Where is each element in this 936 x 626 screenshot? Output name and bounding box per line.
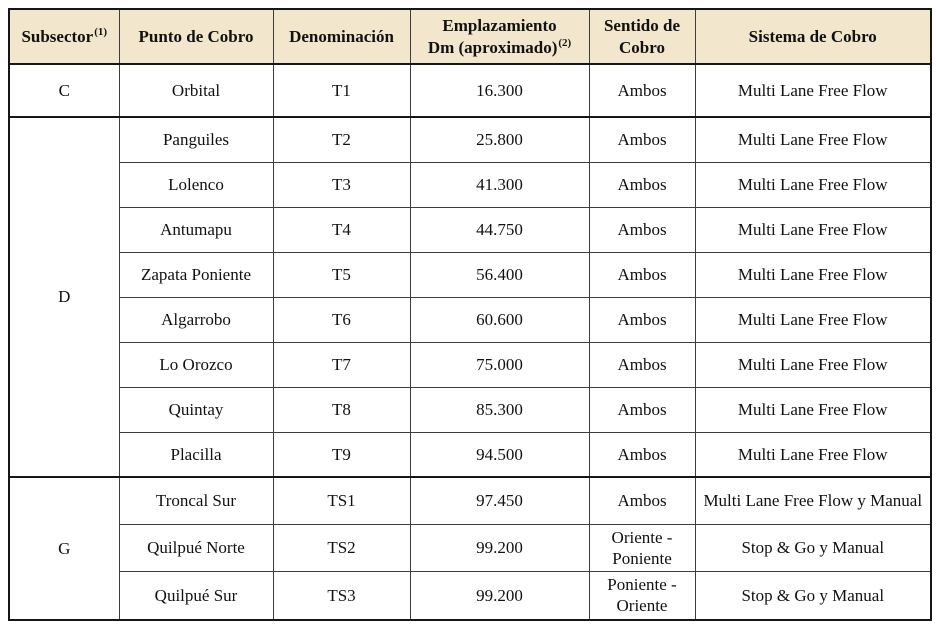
cell-subsector: C <box>8 63 120 118</box>
cell-punto-de-cobro: Orbital <box>118 63 274 118</box>
header-punto-de-cobro: Punto de Cobro <box>118 8 274 65</box>
cell-subsector: D <box>8 116 120 478</box>
cell-emplazamiento-dm: 97.450 <box>409 476 590 525</box>
table-row: Zapata Poniente T5 56.400 Ambos Multi Lane F… <box>9 251 932 298</box>
cell-denominacion: T1 <box>272 63 411 118</box>
cell-emplazamiento-dm: 25.800 <box>409 116 590 163</box>
cell-punto-de-cobro: Zapata Poniente <box>118 251 274 298</box>
cell-emplazamiento-dm: 99.200 <box>409 523 590 572</box>
cell-sentido-de-cobro: Ambos <box>588 341 696 388</box>
footnote-ref-2: (2) <box>558 36 572 49</box>
cell-punto-de-cobro: Antumapu <box>118 206 274 253</box>
cell-sentido-de-cobro: Ambos <box>588 63 696 118</box>
table-body: C Orbital T1 16.300 Ambos Multi Lane Free Flo… <box>8 63 932 620</box>
cell-sistema-de-cobro: Multi Lane Free Flow y Manual <box>694 476 932 525</box>
table-row: Antumapu T4 44.750 Ambos Multi Lane Free Flo… <box>9 206 932 253</box>
cell-denominacion: TS3 <box>272 571 411 620</box>
cell-sistema-de-cobro: Multi Lane Free Flow <box>694 116 932 163</box>
cell-punto-de-cobro: Quintay <box>118 386 274 433</box>
cell-denominacion: T4 <box>272 206 411 253</box>
cell-emplazamiento-dm: 75.000 <box>409 341 590 388</box>
cell-punto-de-cobro: Lolenco <box>118 161 274 208</box>
cell-denominacion: TS1 <box>272 476 411 525</box>
cell-denominacion: T2 <box>272 116 411 163</box>
table-row: Lo Orozco T7 75.000 Ambos Multi Lane Free Fl… <box>9 341 932 388</box>
table-row: C Orbital T1 16.300 Ambos Multi Lane Free Flo… <box>8 63 932 118</box>
cell-emplazamiento-dm: 94.500 <box>409 431 590 478</box>
table-header-row: Subsector(1) Punto de Cobro Denominación… <box>8 8 932 65</box>
cell-denominacion: T7 <box>272 341 411 388</box>
cell-sentido-de-cobro: Ambos <box>588 206 696 253</box>
header-emplazamiento: Emplazamiento Dm (aproximado)(2) <box>409 8 590 65</box>
cell-sentido-de-cobro: Oriente - Poniente <box>588 523 696 572</box>
cell-punto-de-cobro: Panguiles <box>118 116 274 163</box>
cell-sistema-de-cobro: Multi Lane Free Flow <box>694 341 932 388</box>
header-sentido-de-cobro: Sentido de Cobro <box>588 8 696 65</box>
cell-denominacion: T6 <box>272 296 411 343</box>
header-denominacion: Denominación <box>272 8 411 65</box>
table-row: Quilpué Norte TS2 99.200 Oriente - Poniente… <box>9 523 932 572</box>
cell-emplazamiento-dm: 56.400 <box>409 251 590 298</box>
cell-sistema-de-cobro: Multi Lane Free Flow <box>694 63 932 118</box>
cell-emplazamiento-dm: 60.600 <box>409 296 590 343</box>
cell-sistema-de-cobro: Stop & Go y Manual <box>694 523 932 572</box>
cell-subsector: G <box>8 476 120 620</box>
cell-sentido-de-cobro: Ambos <box>588 251 696 298</box>
cell-denominacion: TS2 <box>272 523 411 572</box>
header-sistema-de-cobro: Sistema de Cobro <box>694 8 932 65</box>
header-subsector: Subsector(1) <box>8 8 120 65</box>
cell-emplazamiento-dm: 99.200 <box>409 571 590 620</box>
footnote-ref-1: (1) <box>94 26 108 39</box>
cell-sentido-de-cobro: Ambos <box>588 161 696 208</box>
table-row: Quintay T8 85.300 Ambos Multi Lane Free Flow <box>9 386 932 433</box>
toll-points-table: Subsector(1) Punto de Cobro Denominación… <box>8 8 932 621</box>
cell-sistema-de-cobro: Stop & Go y Manual <box>694 571 932 620</box>
cell-punto-de-cobro: Troncal Sur <box>118 476 274 525</box>
cell-sistema-de-cobro: Multi Lane Free Flow <box>694 206 932 253</box>
cell-punto-de-cobro: Quilpué Sur <box>118 571 274 620</box>
cell-sistema-de-cobro: Multi Lane Free Flow <box>694 386 932 433</box>
cell-sistema-de-cobro: Multi Lane Free Flow <box>694 161 932 208</box>
table-row: Placilla T9 94.500 Ambos Multi Lane Free Flo… <box>9 431 932 478</box>
cell-sentido-de-cobro: Ambos <box>588 431 696 478</box>
cell-sistema-de-cobro: Multi Lane Free Flow <box>694 251 932 298</box>
cell-punto-de-cobro: Algarrobo <box>118 296 274 343</box>
table-row: G Troncal Sur TS1 97.450 Ambos Multi Lane Fre… <box>8 476 932 620</box>
cell-emplazamiento-dm: 44.750 <box>409 206 590 253</box>
cell-punto-de-cobro: Quilpué Norte <box>118 523 274 572</box>
table-row: D Panguiles T2 25.800 Ambos Multi Lane Free F… <box>8 116 932 478</box>
cell-sentido-de-cobro: Ambos <box>588 116 696 163</box>
cell-emplazamiento-dm: 41.300 <box>409 161 590 208</box>
cell-denominacion: T3 <box>272 161 411 208</box>
cell-sentido-de-cobro: Ambos <box>588 296 696 343</box>
cell-emplazamiento-dm: 16.300 <box>409 63 590 118</box>
cell-sistema-de-cobro: Multi Lane Free Flow <box>694 431 932 478</box>
cell-sentido-de-cobro: Poniente - Oriente <box>588 571 696 620</box>
cell-sentido-de-cobro: Ambos <box>588 386 696 433</box>
cell-sentido-de-cobro: Ambos <box>588 476 696 525</box>
cell-punto-de-cobro: Lo Orozco <box>118 341 274 388</box>
table-row: Lolenco T3 41.300 Ambos Multi Lane Free Flow <box>9 161 932 208</box>
cell-sistema-de-cobro: Multi Lane Free Flow <box>694 296 932 343</box>
cell-punto-de-cobro: Placilla <box>118 431 274 478</box>
cell-emplazamiento-dm: 85.300 <box>409 386 590 433</box>
table-row: Quilpué Sur TS3 99.200 Poniente - Oriente St… <box>9 571 932 620</box>
cell-denominacion: T5 <box>272 251 411 298</box>
cell-denominacion: T8 <box>272 386 411 433</box>
cell-denominacion: T9 <box>272 431 411 478</box>
table-row: Algarrobo T6 60.600 Ambos Multi Lane Free Fl… <box>9 296 932 343</box>
